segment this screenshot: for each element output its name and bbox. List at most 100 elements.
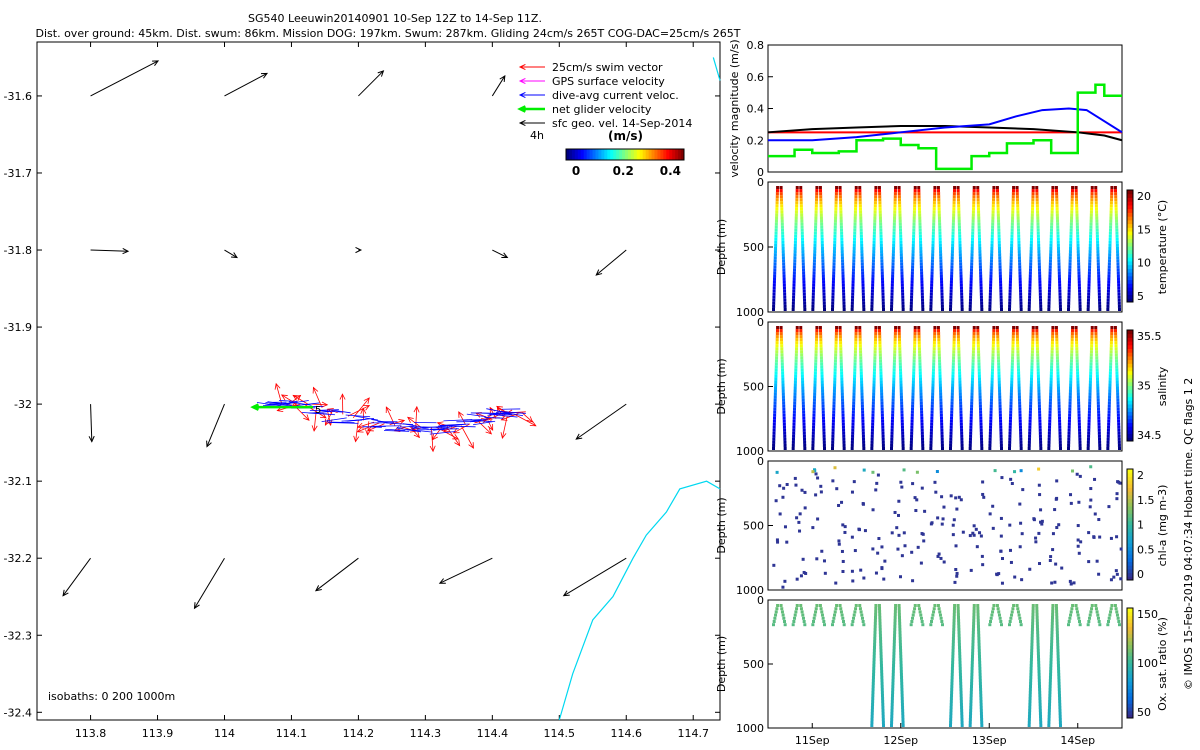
section-point: [1089, 498, 1093, 502]
section-point: [834, 192, 838, 196]
section-point: [834, 581, 838, 585]
section-point: [782, 268, 786, 272]
section-point: [968, 304, 972, 308]
section-point: [781, 380, 785, 384]
section-point: [899, 386, 903, 390]
section-point: [831, 434, 835, 438]
section-point: [815, 335, 819, 339]
section-point: [998, 271, 1002, 275]
section-point: [879, 652, 883, 655]
section-point: [1035, 341, 1039, 345]
section-point: [832, 253, 836, 257]
section-point: [959, 283, 963, 287]
section-point: [1115, 535, 1119, 539]
section-point: [1068, 271, 1072, 275]
section-point: [871, 685, 875, 688]
section-point: [1089, 610, 1093, 614]
section-point: [861, 268, 865, 272]
section-point: [968, 721, 972, 724]
section-point: [903, 544, 907, 548]
section-colorbar-tick-label: 34.5: [1137, 429, 1162, 442]
section-point: [977, 646, 981, 649]
section-point: [880, 250, 884, 254]
section-point: [991, 356, 995, 360]
section-point: [977, 634, 981, 637]
section-point: [1030, 234, 1034, 238]
section-point: [1055, 341, 1059, 345]
section-point: [802, 422, 806, 426]
section-point: [929, 443, 933, 447]
section-point: [957, 353, 961, 357]
section-point: [1038, 694, 1042, 697]
section-point: [860, 616, 864, 620]
section-point: [1009, 404, 1013, 408]
section-colorbar-cell: [1127, 344, 1133, 349]
section-point: [1094, 189, 1098, 193]
section-point: [859, 371, 863, 375]
section-point: [814, 225, 818, 229]
velocity-ytick-label: 0.4: [747, 103, 765, 116]
section-point: [959, 401, 963, 405]
section-point: [1049, 380, 1053, 384]
section-point: [1029, 389, 1033, 393]
section-point: [821, 395, 825, 399]
section-point: [958, 646, 962, 649]
section-point: [792, 268, 796, 272]
section-point: [998, 392, 1002, 396]
swim-vector-head: [454, 439, 461, 447]
section-point: [1115, 492, 1119, 496]
section-point: [1110, 338, 1114, 342]
section-point: [900, 280, 904, 284]
section-point: [988, 289, 992, 293]
section-point: [972, 607, 976, 610]
section-point: [1008, 431, 1012, 435]
section-point: [1035, 204, 1039, 208]
section-colorbar-cell: [1127, 234, 1133, 240]
section-point: [893, 332, 897, 336]
section-point: [891, 277, 895, 281]
section-point: [880, 682, 884, 685]
section-point: [859, 362, 863, 366]
section-point: [1031, 622, 1035, 625]
section-colorbar-cell: [1127, 681, 1133, 686]
section-point: [871, 404, 875, 408]
section-point: [1088, 262, 1092, 266]
section-point: [1109, 347, 1113, 351]
section-point: [957, 622, 961, 625]
section-point: [1088, 265, 1092, 269]
section-point: [960, 431, 964, 435]
section-point: [1055, 619, 1059, 622]
section-point: [1055, 204, 1059, 208]
section-point: [1059, 308, 1062, 311]
section-point: [1037, 679, 1041, 682]
section-colorbar-cell: [1127, 685, 1133, 690]
section-point: [801, 247, 805, 250]
section-point: [1070, 201, 1074, 205]
section-point: [859, 219, 863, 223]
section-point: [949, 419, 953, 423]
section-point: [988, 512, 992, 516]
section-point: [811, 301, 815, 305]
section-point: [838, 195, 842, 199]
section-point: [969, 691, 973, 694]
section-point: [958, 392, 962, 396]
section-point: [782, 265, 786, 269]
section-point: [996, 216, 1000, 220]
section-point: [1011, 332, 1015, 336]
section-point: [1089, 213, 1093, 217]
section-point: [996, 344, 1000, 348]
section-point: [793, 476, 797, 480]
section-point: [1075, 353, 1079, 357]
dac-vector: [278, 399, 298, 402]
section-point: [998, 404, 1002, 408]
section-point: [1037, 661, 1041, 664]
section-point: [1094, 326, 1098, 329]
section-point: [854, 604, 858, 607]
section-point: [860, 243, 864, 247]
section-point: [958, 240, 962, 244]
section-point: [774, 383, 778, 387]
section-point: [841, 262, 845, 266]
section-colorbar-cell: [1127, 426, 1133, 431]
section-point: [931, 368, 935, 372]
section-point: [890, 700, 894, 703]
